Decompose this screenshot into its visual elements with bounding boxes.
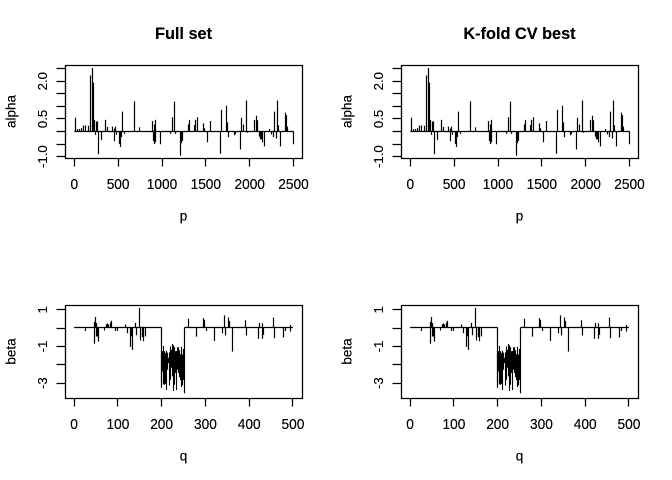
svg-text:-1: -1 [35, 341, 50, 353]
svg-text:500: 500 [443, 176, 466, 193]
svg-text:2500: 2500 [614, 176, 644, 193]
svg-text:-1.0: -1.0 [371, 145, 386, 168]
svg-text:500: 500 [618, 416, 641, 433]
svg-text:1: 1 [35, 306, 50, 313]
svg-text:Full set: Full set [155, 25, 213, 43]
svg-text:q: q [180, 449, 188, 464]
svg-text:2000: 2000 [571, 176, 601, 193]
svg-text:2500: 2500 [278, 176, 308, 193]
svg-text:1500: 1500 [191, 176, 221, 193]
svg-text:K-fold CV best: K-fold CV best [463, 25, 576, 43]
svg-text:p: p [180, 209, 188, 224]
svg-text:1500: 1500 [527, 176, 557, 193]
svg-text:2000: 2000 [235, 176, 265, 193]
svg-text:1000: 1000 [147, 176, 177, 193]
svg-text:alpha: alpha [4, 95, 19, 129]
svg-text:400: 400 [238, 416, 261, 433]
svg-text:beta: beta [4, 338, 19, 365]
svg-text:0: 0 [70, 416, 78, 433]
svg-text:500: 500 [282, 416, 305, 433]
svg-text:100: 100 [443, 416, 466, 433]
svg-text:p: p [516, 209, 524, 224]
svg-text:0: 0 [406, 416, 414, 433]
svg-text:-3: -3 [371, 377, 386, 389]
svg-text:-1: -1 [371, 341, 386, 353]
svg-text:2.0: 2.0 [35, 72, 50, 90]
svg-text:200: 200 [150, 416, 173, 433]
svg-text:-1.0: -1.0 [35, 145, 50, 168]
svg-text:2.0: 2.0 [371, 72, 386, 90]
svg-text:100: 100 [107, 416, 130, 433]
svg-text:400: 400 [574, 416, 597, 433]
svg-text:0.5: 0.5 [35, 110, 50, 128]
svg-text:0: 0 [71, 176, 79, 193]
svg-text:q: q [516, 449, 524, 464]
svg-text:500: 500 [107, 176, 130, 193]
svg-text:1000: 1000 [483, 176, 513, 193]
svg-text:-3: -3 [35, 377, 50, 389]
svg-text:300: 300 [194, 416, 217, 433]
svg-text:0: 0 [407, 176, 415, 193]
svg-text:beta: beta [340, 338, 355, 365]
svg-text:1: 1 [371, 306, 386, 313]
svg-text:alpha: alpha [340, 95, 355, 129]
svg-text:300: 300 [530, 416, 553, 433]
svg-text:200: 200 [486, 416, 509, 433]
svg-text:0.5: 0.5 [371, 110, 386, 128]
